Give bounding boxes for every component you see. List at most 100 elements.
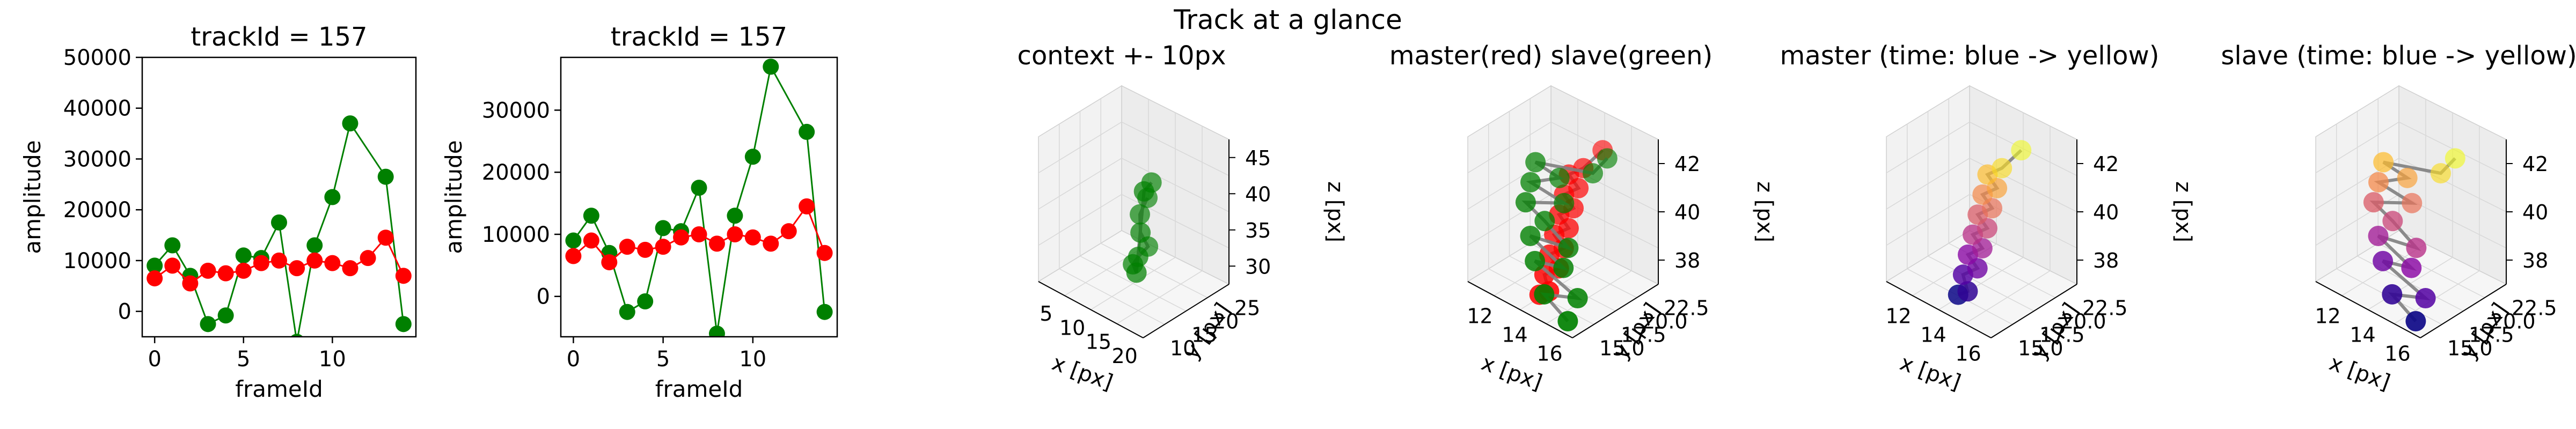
data-point <box>1549 167 1570 188</box>
data-point <box>324 255 341 271</box>
data-point <box>1558 238 1579 258</box>
data-point <box>637 293 654 310</box>
data-point <box>655 220 671 236</box>
data-point <box>565 248 582 264</box>
data-point <box>253 255 269 271</box>
panel-title: trackId = 157 <box>611 22 787 52</box>
data-point <box>235 262 252 279</box>
y-tick-label: 20000 <box>63 198 131 223</box>
y-tick-label: 17.5 <box>2039 323 2085 347</box>
panel-title: slave (time: blue -> yellow) <box>2221 41 2576 71</box>
data-point <box>2382 284 2403 305</box>
data-point <box>2363 192 2384 213</box>
grid-line <box>1080 255 1187 312</box>
y-tick-label: 22.5 <box>2512 297 2557 320</box>
x-tick-label: 5 <box>237 347 250 372</box>
data-point <box>271 214 287 231</box>
data-point <box>360 250 376 267</box>
grid-line <box>1886 121 1970 174</box>
z-tick-label: 38 <box>2093 249 2119 272</box>
data-point <box>691 180 707 196</box>
y-tick-label: 20 <box>1213 310 1239 334</box>
data-point <box>306 252 323 269</box>
axes-frame <box>560 56 838 338</box>
z-tick-label: 38 <box>2522 249 2548 272</box>
series-slave <box>1515 148 1618 331</box>
y-tick-label: 15 <box>1191 323 1217 347</box>
data-point <box>763 235 779 252</box>
z-axis-label: z [px] <box>2171 181 2196 242</box>
z-tick-label: 42 <box>2522 152 2548 176</box>
data-point <box>377 168 394 185</box>
x-tick-label: 5 <box>1040 302 1052 326</box>
panel-title: context +- 10px <box>1018 41 1226 71</box>
data-point <box>1525 152 1546 173</box>
x-tick-label: 20 <box>1111 344 1137 368</box>
data-point <box>235 247 252 264</box>
series-master <box>1948 140 2032 305</box>
data-point <box>1557 310 1578 331</box>
data-point <box>1597 148 1618 169</box>
y-tick-label: 25 <box>1234 297 1260 320</box>
data-point <box>673 229 690 246</box>
y-tick-label: 10000 <box>482 223 550 247</box>
y-tick-label: 17.5 <box>2469 323 2514 347</box>
y-tick-label: 15.0 <box>2447 337 2493 360</box>
grid-line <box>1964 270 2051 324</box>
data-point <box>217 265 234 282</box>
y-tick-label: 20.0 <box>1642 310 1688 334</box>
y-tick-label: 30000 <box>482 98 550 123</box>
x-tick-label: 14 <box>2350 323 2375 347</box>
y-tick-label: 10000 <box>63 249 131 273</box>
y-axis-label: amplitude <box>441 140 467 254</box>
data-point <box>1534 211 1555 232</box>
data-point <box>1567 288 1588 309</box>
data-point <box>147 270 163 287</box>
data-point <box>2373 152 2394 173</box>
axes-frame <box>141 56 417 338</box>
data-point <box>164 237 181 254</box>
data-point <box>799 198 815 214</box>
data-point <box>744 149 761 165</box>
z-axis-label: z [px] <box>1323 181 1348 242</box>
data-point <box>763 58 779 75</box>
x-tick-label: 12 <box>1467 305 1492 328</box>
y-tick-label: 30000 <box>63 147 131 172</box>
grid-line <box>1038 121 1122 174</box>
data-point <box>217 307 234 324</box>
grid-line <box>1116 270 1203 324</box>
data-point <box>200 262 216 279</box>
y-axis-line <box>1143 284 1230 338</box>
series-line <box>573 64 826 334</box>
data-point <box>306 237 323 254</box>
data-point <box>708 235 725 252</box>
panel-title: master (time: blue -> yellow) <box>1780 41 2160 71</box>
data-point <box>816 245 833 261</box>
x-tick-label: 14 <box>1502 323 1527 347</box>
data-point <box>2406 238 2427 258</box>
y-axis-label: amplitude <box>19 140 46 254</box>
grid-line <box>1928 255 2035 312</box>
z-tick-label: 40 <box>1245 182 1271 206</box>
series-context <box>1123 172 1162 283</box>
y-tick-label: 22.5 <box>2082 297 2128 320</box>
data-point <box>2430 163 2451 184</box>
grid-line <box>1100 243 1208 298</box>
series-line <box>154 121 405 337</box>
x-tick-label: 10 <box>1059 316 1085 339</box>
y-tick-label: 10 <box>1170 337 1196 360</box>
series-green <box>565 58 833 337</box>
data-point <box>395 316 412 332</box>
data-point <box>324 189 341 205</box>
y-tick-label: 50000 <box>63 46 131 70</box>
data-point <box>1130 204 1151 225</box>
x-tick-label: 12 <box>1885 305 1911 328</box>
x-axis-line <box>1467 281 1573 338</box>
data-point <box>2368 172 2389 193</box>
x-axis-label: x [px] <box>1478 351 1545 395</box>
x-tick-label: 0 <box>148 347 161 372</box>
data-point <box>289 260 305 277</box>
line-panel-1: 0 5 10 0 10000 20000 30000 40000 50000 trackId = … <box>19 22 417 402</box>
data-point <box>1141 172 1162 193</box>
